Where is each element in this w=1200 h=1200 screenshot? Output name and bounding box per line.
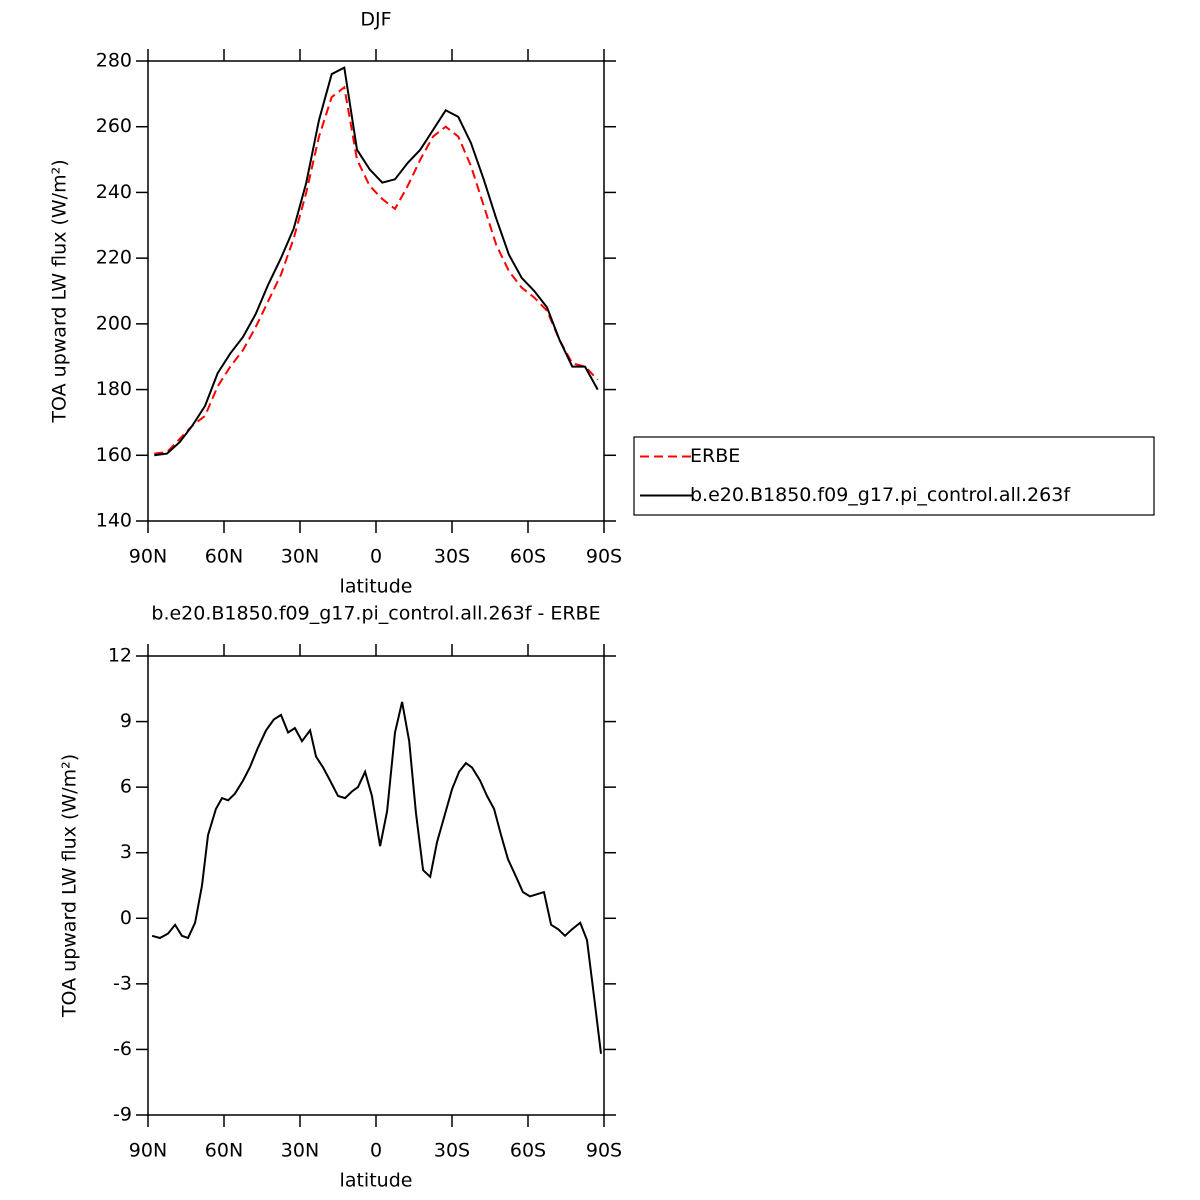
y-tick-label: 3 xyxy=(120,841,132,863)
y-tick-label: -6 xyxy=(113,1038,132,1060)
legend-label: b.e20.B1850.f09_g17.pi_control.all.263f xyxy=(690,484,1071,506)
x-tick-label: 90S xyxy=(586,546,622,568)
y-tick-label: 280 xyxy=(96,50,132,72)
data-line xyxy=(154,66,599,457)
y-tick-label: 140 xyxy=(96,510,132,532)
y-tick-label: 6 xyxy=(120,776,132,798)
y-tick-label: 260 xyxy=(96,115,132,137)
x-axis-label: latitude xyxy=(340,1170,413,1192)
x-tick-label: 90N xyxy=(129,1140,167,1162)
plot-frame xyxy=(147,60,605,522)
x-axis-label: latitude xyxy=(340,576,413,598)
chart-title: DJF xyxy=(360,9,391,31)
x-tick-label: 60S xyxy=(510,546,546,568)
chart-title: b.e20.B1850.f09_g17.pi_control.all.263f … xyxy=(151,603,600,625)
legend-label: ERBE xyxy=(690,445,740,467)
x-tick-label: 60N xyxy=(205,546,243,568)
y-axis-label: TOA upward LW flux (W/m²) xyxy=(59,754,81,1018)
y-tick-label: 160 xyxy=(96,444,132,466)
y-tick-label: -3 xyxy=(113,972,132,994)
x-tick-label: 0 xyxy=(370,546,382,568)
y-tick-label: 12 xyxy=(108,645,132,667)
x-tick-label: 30S xyxy=(434,546,470,568)
y-tick-label: 200 xyxy=(96,312,132,334)
x-tick-label: 90N xyxy=(129,546,167,568)
y-tick-label: -9 xyxy=(113,1104,132,1126)
x-tick-label: 0 xyxy=(370,1140,382,1162)
y-tick-label: 0 xyxy=(120,907,132,929)
y-tick-label: 9 xyxy=(120,710,132,732)
legend-box xyxy=(633,436,1155,516)
x-tick-label: 60S xyxy=(510,1140,546,1162)
y-tick-label: 240 xyxy=(96,181,132,203)
y-axis-label: TOA upward LW flux (W/m²) xyxy=(49,159,71,423)
data-line xyxy=(151,701,602,1054)
x-tick-label: 30S xyxy=(434,1140,470,1162)
data-line xyxy=(154,85,599,455)
y-tick-label: 220 xyxy=(96,247,132,269)
x-tick-label: 30N xyxy=(281,546,319,568)
y-tick-label: 180 xyxy=(96,378,132,400)
x-tick-label: 30N xyxy=(281,1140,319,1162)
x-tick-label: 90S xyxy=(586,1140,622,1162)
plot-frame xyxy=(147,655,605,1116)
x-tick-label: 60N xyxy=(205,1140,243,1162)
